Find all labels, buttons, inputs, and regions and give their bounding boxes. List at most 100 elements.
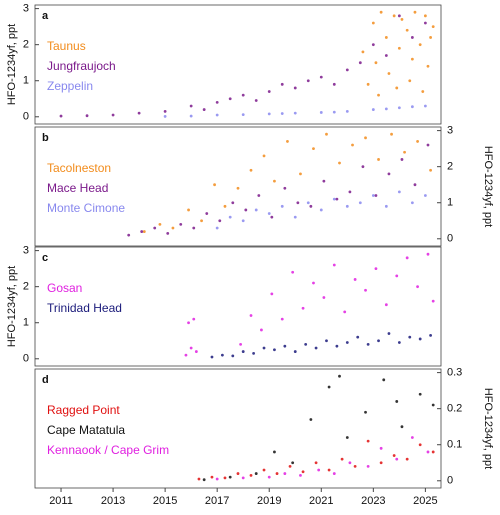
data-point bbox=[283, 472, 287, 475]
data-point bbox=[192, 226, 196, 230]
data-point bbox=[314, 461, 318, 465]
data-point bbox=[384, 54, 388, 57]
data-point bbox=[280, 82, 284, 86]
data-point bbox=[262, 154, 266, 158]
data-point bbox=[413, 183, 417, 187]
data-point bbox=[405, 28, 409, 32]
data-point bbox=[410, 105, 414, 109]
data-point bbox=[366, 439, 370, 443]
data-point bbox=[408, 335, 412, 339]
data-point bbox=[361, 50, 365, 54]
data-point bbox=[384, 107, 388, 111]
data-point bbox=[418, 337, 422, 341]
data-point bbox=[431, 450, 435, 454]
data-point bbox=[260, 328, 263, 332]
data-point bbox=[187, 208, 190, 212]
data-point bbox=[345, 341, 349, 344]
data-point bbox=[429, 333, 432, 337]
data-point bbox=[364, 410, 367, 414]
x-tick-label: 2017 bbox=[205, 495, 229, 507]
data-point bbox=[166, 231, 170, 235]
data-point bbox=[171, 226, 175, 230]
legend-label: Tacolneston bbox=[47, 161, 111, 175]
data-point bbox=[395, 400, 399, 403]
data-point bbox=[418, 43, 422, 47]
data-point bbox=[332, 82, 336, 86]
y-tick-label: 1 bbox=[447, 197, 453, 209]
data-point bbox=[397, 190, 401, 194]
data-point bbox=[410, 36, 414, 39]
x-tick-label: 2023 bbox=[361, 495, 385, 507]
data-point bbox=[423, 104, 427, 108]
data-point bbox=[158, 222, 162, 226]
data-point bbox=[400, 158, 404, 161]
data-point bbox=[345, 109, 349, 113]
data-point bbox=[241, 219, 245, 223]
data-point bbox=[371, 108, 375, 111]
y-tick-label: 3 bbox=[447, 125, 453, 137]
data-point bbox=[387, 332, 391, 335]
data-point bbox=[228, 475, 232, 479]
x-tick-label: 2011 bbox=[49, 495, 73, 507]
data-point bbox=[426, 252, 430, 256]
y-tick-label: 1 bbox=[23, 317, 29, 329]
data-point bbox=[254, 208, 258, 212]
data-point bbox=[270, 215, 274, 219]
data-point bbox=[343, 310, 347, 314]
panel-frame bbox=[34, 246, 442, 367]
data-point bbox=[416, 285, 419, 289]
data-point bbox=[194, 350, 198, 353]
data-point bbox=[309, 204, 313, 208]
data-point bbox=[262, 346, 266, 350]
data-point bbox=[228, 215, 232, 219]
legend-label: Ragged Point bbox=[47, 403, 120, 417]
x-tick-label: 2019 bbox=[257, 495, 281, 507]
data-point bbox=[374, 61, 378, 65]
data-point bbox=[137, 111, 141, 115]
data-point bbox=[312, 281, 315, 285]
data-point bbox=[405, 256, 409, 260]
data-point bbox=[283, 186, 287, 190]
data-point bbox=[384, 303, 388, 307]
data-point bbox=[288, 464, 292, 468]
data-point bbox=[210, 475, 214, 479]
data-point bbox=[241, 476, 245, 480]
y-tick-label: 2 bbox=[23, 281, 29, 293]
data-point bbox=[364, 288, 367, 292]
data-point bbox=[59, 114, 63, 118]
data-point bbox=[299, 473, 302, 477]
data-point bbox=[163, 109, 167, 113]
data-point bbox=[371, 43, 375, 47]
data-point bbox=[379, 446, 383, 450]
y-tick-label: 2 bbox=[447, 161, 453, 173]
legend-label: Monte Cimone bbox=[47, 201, 125, 215]
data-point bbox=[348, 461, 352, 465]
legend-label: Taunus bbox=[47, 39, 86, 53]
data-point bbox=[267, 90, 271, 93]
data-point bbox=[379, 10, 383, 14]
data-point bbox=[403, 150, 406, 154]
data-point bbox=[431, 25, 435, 29]
data-point bbox=[410, 436, 414, 439]
data-point bbox=[189, 104, 193, 108]
data-point bbox=[306, 79, 310, 83]
y-axis-title: HFO-1234yf, ppt bbox=[482, 146, 494, 227]
data-point bbox=[218, 219, 222, 223]
data-point bbox=[267, 112, 271, 116]
data-point bbox=[267, 475, 271, 479]
data-point bbox=[220, 353, 224, 357]
data-point bbox=[111, 113, 115, 117]
data-point bbox=[392, 14, 396, 18]
data-point bbox=[327, 385, 331, 389]
data-point bbox=[127, 233, 131, 237]
legend-label: Kennaook / Cape Grim bbox=[47, 443, 169, 457]
data-point bbox=[304, 342, 308, 346]
data-point bbox=[291, 270, 295, 274]
data-point bbox=[231, 354, 235, 358]
data-point bbox=[85, 114, 89, 118]
data-point bbox=[345, 68, 349, 72]
data-point bbox=[405, 457, 409, 461]
data-point bbox=[223, 204, 227, 208]
